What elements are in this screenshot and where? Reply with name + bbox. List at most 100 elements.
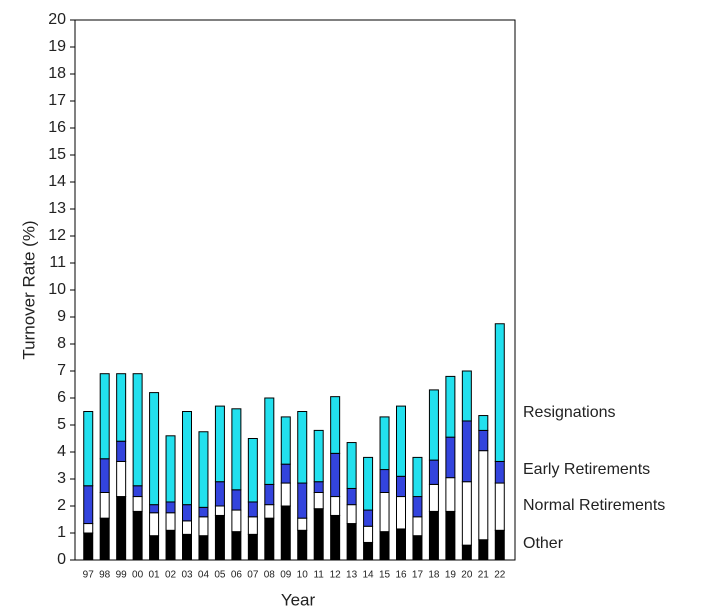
bar-segment bbox=[116, 496, 127, 561]
bar-segment bbox=[379, 469, 390, 493]
bar-segment bbox=[247, 501, 258, 518]
legend-label: Early Retirements bbox=[523, 461, 650, 478]
bar-segment bbox=[198, 431, 209, 508]
legend-label: Resignations bbox=[523, 404, 616, 421]
x-tick-label: 98 bbox=[99, 570, 111, 581]
bar-segment bbox=[264, 504, 275, 519]
bar-segment bbox=[297, 529, 308, 561]
y-tick-label: 12 bbox=[48, 227, 66, 244]
x-tick-label: 00 bbox=[132, 570, 144, 581]
bar-segment bbox=[461, 370, 472, 422]
bar-segment bbox=[182, 533, 192, 561]
bar-segment bbox=[99, 517, 110, 561]
x-tick-label: 06 bbox=[231, 570, 243, 581]
bar-segment bbox=[149, 504, 160, 514]
x-tick-label: 13 bbox=[346, 570, 358, 581]
bar-segment bbox=[330, 396, 341, 454]
x-tick-label: 22 bbox=[494, 570, 506, 581]
bar-segment bbox=[461, 544, 472, 561]
bar-segment bbox=[116, 460, 127, 498]
x-tick-label: 03 bbox=[181, 570, 193, 581]
y-tick-label: 9 bbox=[57, 308, 66, 325]
bar-segment bbox=[330, 496, 341, 516]
bar-segment bbox=[264, 397, 275, 485]
x-tick-label: 12 bbox=[330, 570, 342, 581]
bar-segment bbox=[83, 411, 94, 487]
y-tick-label: 3 bbox=[57, 470, 66, 487]
bar-segment bbox=[363, 541, 374, 561]
y-tick-label: 19 bbox=[48, 38, 66, 55]
bar-segment bbox=[116, 440, 127, 462]
bar-segment bbox=[346, 487, 357, 506]
bar-segment bbox=[231, 408, 242, 491]
bar-segment bbox=[297, 411, 308, 484]
y-tick-label: 0 bbox=[57, 551, 66, 568]
y-tick-label: 20 bbox=[48, 11, 66, 28]
plot-frame bbox=[74, 19, 516, 561]
bar-segment bbox=[445, 375, 456, 438]
x-tick-label: 20 bbox=[461, 570, 473, 581]
bar-segment bbox=[198, 535, 209, 561]
y-tick-label: 1 bbox=[57, 524, 66, 541]
y-tick-label: 6 bbox=[57, 389, 66, 406]
y-tick-label: 2 bbox=[57, 497, 66, 514]
bar-segment bbox=[264, 483, 275, 506]
bar-segment bbox=[83, 523, 94, 534]
bar-segment bbox=[165, 529, 176, 561]
y-tick-label: 17 bbox=[48, 92, 66, 109]
bar-segment bbox=[461, 420, 472, 483]
x-tick-label: 05 bbox=[214, 570, 226, 581]
bar-segment bbox=[494, 529, 505, 561]
bar-segment bbox=[165, 435, 176, 503]
bar-segment bbox=[214, 481, 225, 507]
y-tick-label: 4 bbox=[57, 443, 66, 460]
bar-segment bbox=[280, 463, 291, 484]
x-tick-label: 10 bbox=[297, 570, 309, 581]
bar-segment bbox=[412, 516, 423, 537]
bar-segment bbox=[132, 485, 143, 498]
y-tick-label: 16 bbox=[48, 119, 66, 136]
bar-segment bbox=[396, 528, 406, 561]
bar-segment bbox=[313, 429, 324, 483]
bar-segment bbox=[346, 442, 357, 489]
y-tick-label: 10 bbox=[48, 281, 66, 298]
bar-segment bbox=[428, 510, 439, 561]
bar-segment bbox=[231, 489, 242, 511]
x-axis-label: Year bbox=[281, 590, 316, 609]
bar-segment bbox=[313, 508, 324, 561]
bar-segment bbox=[214, 405, 225, 483]
y-tick-label: 15 bbox=[48, 146, 66, 163]
bar-segment bbox=[280, 482, 291, 507]
x-tick-label: 16 bbox=[395, 570, 407, 581]
bar-segment bbox=[231, 509, 242, 533]
bar-segment bbox=[99, 373, 110, 460]
x-tick-label: 14 bbox=[363, 570, 375, 581]
bar-segment bbox=[478, 450, 489, 541]
bar-segment bbox=[428, 459, 439, 485]
y-tick-label: 18 bbox=[48, 65, 66, 82]
x-tick-label: 04 bbox=[198, 570, 210, 581]
bar-segment bbox=[214, 505, 225, 516]
x-tick-label: 11 bbox=[313, 570, 324, 581]
x-tick-label: 02 bbox=[165, 570, 177, 581]
bar-segment bbox=[99, 458, 110, 493]
bar-segment bbox=[247, 438, 258, 503]
bar-segment bbox=[165, 501, 176, 514]
x-tick-label: 18 bbox=[428, 570, 440, 581]
x-tick-label: 01 bbox=[149, 570, 161, 581]
x-tick-label: 99 bbox=[116, 570, 128, 581]
bar-segment bbox=[313, 492, 324, 510]
bar-segment bbox=[116, 373, 127, 442]
y-tick-label: 14 bbox=[48, 173, 66, 190]
bar-segment bbox=[396, 496, 406, 530]
bar-segment bbox=[330, 452, 341, 498]
y-tick-label: 7 bbox=[57, 362, 66, 379]
bar-segment bbox=[280, 505, 291, 561]
x-tick-label: 21 bbox=[478, 570, 490, 581]
bar-segment bbox=[182, 504, 192, 522]
bar-segment bbox=[297, 482, 308, 519]
bar-segment bbox=[297, 517, 308, 531]
bar-segment bbox=[264, 517, 275, 561]
bar-segment bbox=[198, 506, 209, 518]
